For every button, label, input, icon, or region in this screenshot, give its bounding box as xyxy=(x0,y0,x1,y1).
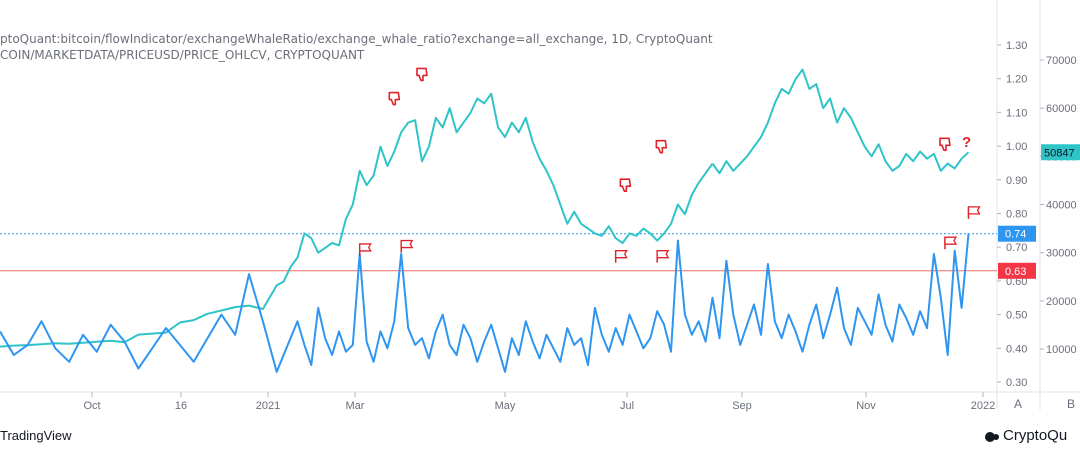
time-axis-tick-label: Nov xyxy=(856,400,876,412)
red-threshold-badge-bg xyxy=(998,262,1036,279)
price-series-title: COIN/MARKETDATA/PRICEUSD/PRICE_OHLCV, CR… xyxy=(0,48,365,62)
flag-icon xyxy=(944,236,958,245)
ratio-axis-tick-label: 1.10 xyxy=(1006,107,1027,119)
thumbs-down-icon xyxy=(416,67,428,82)
time-axis-tick-label: Mar xyxy=(346,400,365,412)
cryptoquant-logo-icon xyxy=(985,430,999,442)
blue-threshold-badge: 0.74 xyxy=(1005,229,1026,241)
ratio-axis-tick-label: 0.80 xyxy=(1006,209,1027,221)
thumbs-down-icon xyxy=(939,137,951,152)
price-axis-tick-label: 10000 xyxy=(1046,344,1077,356)
ratio-axis-tick-label: 0.90 xyxy=(1006,175,1027,187)
time-axis-tick-label: 2022 xyxy=(971,400,995,412)
ratio-series-title: ptoQuant:bitcoin/flowIndicator/exchangeW… xyxy=(0,32,713,46)
price-axis-tick-label: 70000 xyxy=(1046,55,1077,67)
tradingview-footer: TradingView xyxy=(0,428,72,443)
blue-threshold-badge-bg xyxy=(998,225,1036,242)
thumbs-down-icon xyxy=(619,178,632,193)
question-mark-annotation: ? xyxy=(962,134,971,151)
time-axis-tick-label: 2021 xyxy=(256,400,280,412)
time-axis-tick-label: 16 xyxy=(175,400,187,412)
ratio-axis-tick-label: 0.30 xyxy=(1006,377,1027,389)
ratio-axis-tick-label: 0.60 xyxy=(1006,276,1027,288)
cryptoquant-footer: CryptoQu xyxy=(985,427,1067,444)
ratio-axis-tick-label: 1.20 xyxy=(1006,74,1027,86)
price-axis-tick-label: 40000 xyxy=(1046,200,1077,212)
time-axis-tick-label: Sep xyxy=(732,400,752,412)
price-axis-tick-label: 60000 xyxy=(1046,103,1077,115)
time-axis-tick-label: May xyxy=(495,400,516,412)
thumbs-down-icon xyxy=(655,139,668,154)
price-axis-tick-label: 20000 xyxy=(1046,296,1077,308)
ratio-axis-tick-label: 1.30 xyxy=(1006,40,1027,52)
price-badge-label: 50847 xyxy=(1044,147,1075,159)
whale-ratio-line xyxy=(0,233,970,373)
axis-button-a[interactable]: A xyxy=(1014,397,1022,411)
ratio-axis-tick-label: 0.70 xyxy=(1006,242,1027,254)
flag-icon xyxy=(400,239,414,249)
axis-button-b[interactable]: B xyxy=(1067,397,1075,411)
price-line-segment-1 xyxy=(0,92,714,348)
thumbs-down-icon xyxy=(388,91,401,106)
flag-icon xyxy=(967,206,981,215)
time-axis-tick-label: Jul xyxy=(620,400,634,412)
time-axis-tick-label: Oct xyxy=(83,400,100,412)
flag-icon xyxy=(359,243,372,252)
flag-icon xyxy=(615,250,628,259)
red-threshold-badge: 0.63 xyxy=(1005,266,1026,278)
ratio-axis-tick-label: 0.50 xyxy=(1006,310,1027,322)
flag-icon xyxy=(656,250,670,259)
price-axis-tick-label: 30000 xyxy=(1046,248,1077,260)
cryptoquant-footer-text: CryptoQu xyxy=(1003,427,1068,444)
ratio-axis-tick-label: 1.00 xyxy=(1006,141,1027,153)
price-badge-bg xyxy=(1041,144,1080,161)
price-line-segment-2 xyxy=(711,68,970,175)
ratio-axis-tick-label: 0.40 xyxy=(1006,343,1027,355)
